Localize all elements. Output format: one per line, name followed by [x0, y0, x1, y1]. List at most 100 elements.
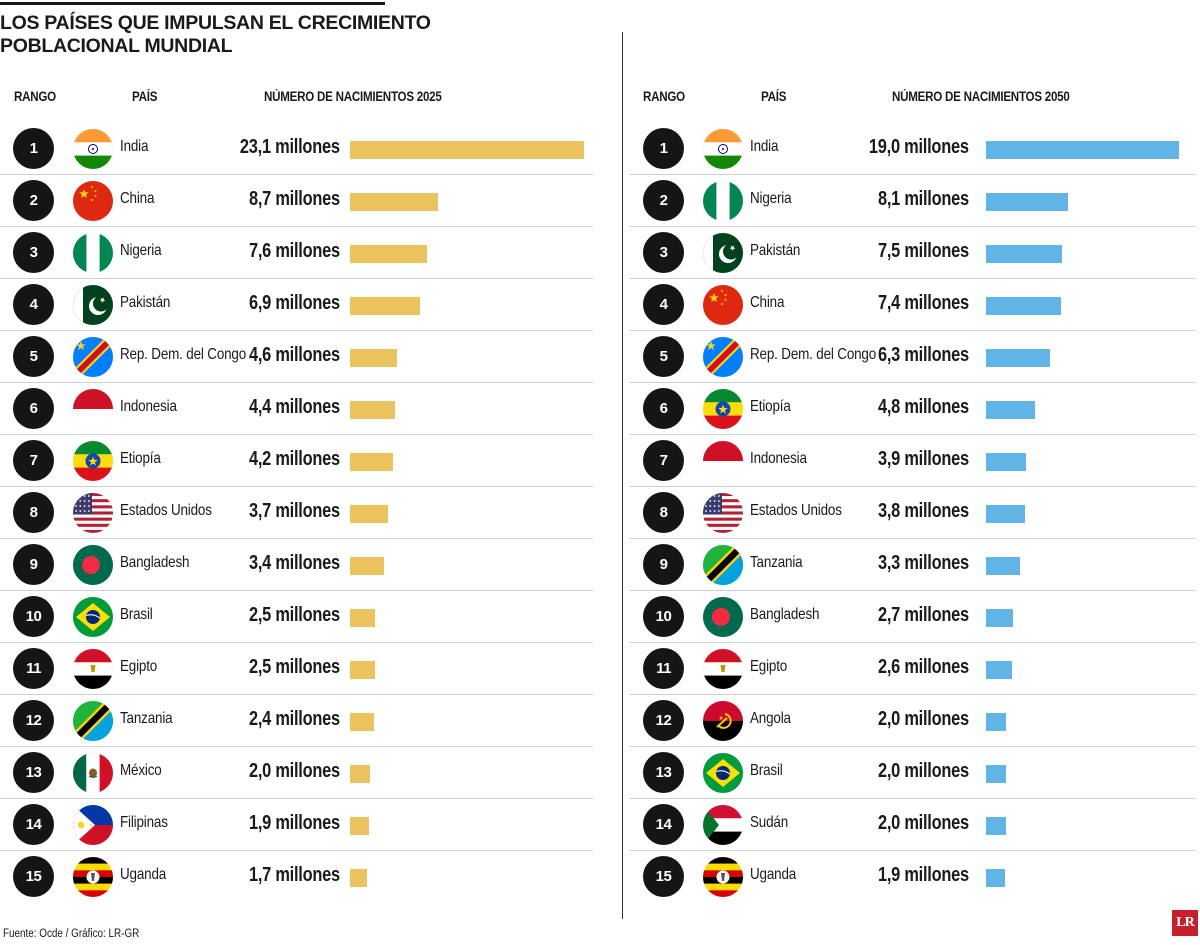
rank-badge: 11: [643, 648, 684, 689]
country-name: Brasil: [750, 762, 783, 779]
bar: [350, 765, 371, 783]
rank-badge: 11: [13, 648, 54, 689]
bar: [350, 869, 368, 887]
value-cell: 2,0 millones: [789, 695, 969, 747]
rank-badge: 15: [13, 856, 54, 897]
country-name: Etiopía: [120, 450, 161, 467]
bar: [986, 505, 1025, 523]
row-separator: [630, 434, 1196, 435]
value-cell: 3,4 millones: [160, 539, 340, 591]
indonesia-flag-icon: [73, 389, 113, 429]
value-cell: 23,1 millones: [160, 123, 340, 175]
bar: [350, 453, 393, 471]
table-row: 6 Etiopía 4,8 millones: [630, 383, 1196, 435]
row-separator: [630, 798, 1196, 799]
bar: [986, 609, 1014, 627]
chart-title-line-1: LOS PAÍSES QUE IMPULSAN EL CRECIMIENTO: [0, 12, 431, 34]
value-label: 2,7 millones: [878, 604, 969, 626]
value-label: 19,0 millones: [869, 136, 969, 158]
country-name: Sudán: [750, 814, 789, 831]
bar: [986, 297, 1062, 315]
bar: [986, 661, 1013, 679]
panel-divider: [622, 32, 623, 919]
table-row: 1 India 19,0 millones: [630, 123, 1196, 175]
bar: [350, 505, 388, 523]
bar: [986, 453, 1026, 471]
brazil-flag-icon: [73, 597, 113, 637]
indonesia-flag-icon: [703, 441, 743, 481]
bar: [350, 141, 584, 159]
rank-badge: 10: [643, 596, 684, 637]
row-separator: [0, 486, 593, 487]
country-name: Estados Unidos: [120, 502, 212, 519]
value-cell: 7,5 millones: [789, 227, 969, 279]
bar: [350, 245, 427, 263]
country-name: India: [120, 138, 149, 155]
value-cell: 3,8 millones: [789, 487, 969, 539]
row-separator: [0, 694, 593, 695]
country-name: Uganda: [120, 866, 167, 883]
row-separator: [0, 798, 593, 799]
bar: [350, 401, 395, 419]
country-name: Brasil: [120, 606, 153, 623]
value-cell: 2,0 millones: [789, 799, 969, 851]
header-births: NÚMERO DE NACIMIENTOS 2025: [264, 89, 442, 104]
table-row: 4 China 7,4 millones: [630, 279, 1196, 331]
value-label: 4,6 millones: [249, 344, 340, 366]
table-row: 8 Estados Unidos 3,8 millones: [630, 487, 1196, 539]
rank-badge: 9: [13, 544, 54, 585]
table-row: 9 Tanzania 3,3 millones: [630, 539, 1196, 591]
table-row: 8 Estados Unidos 3,7 millones: [0, 487, 593, 539]
bar: [986, 193, 1069, 211]
bar: [350, 713, 375, 731]
value-label: 3,9 millones: [878, 448, 969, 470]
row-separator: [630, 590, 1196, 591]
sudan-flag-icon: [703, 805, 743, 845]
table-row: 14 Sudán 2,0 millones: [630, 799, 1196, 851]
row-separator: [0, 746, 593, 747]
country-name: Bangladesh: [120, 554, 190, 571]
india-flag-icon: [73, 129, 113, 169]
table-row: 1 India 23,1 millones: [0, 123, 593, 175]
table-row: 10 Bangladesh 2,7 millones: [630, 591, 1196, 643]
country-name: Uganda: [750, 866, 797, 883]
row-separator: [630, 746, 1196, 747]
value-cell: 3,3 millones: [789, 539, 969, 591]
value-label: 1,9 millones: [249, 812, 340, 834]
value-label: 2,0 millones: [878, 708, 969, 730]
row-separator: [630, 850, 1196, 851]
rank-badge: 13: [13, 752, 54, 793]
table-row: 10 Brasil 2,5 millones: [0, 591, 593, 643]
country-name: Angola: [750, 710, 791, 727]
value-label: 2,5 millones: [249, 656, 340, 678]
country-name: Indonesia: [750, 450, 807, 467]
value-label: 7,5 millones: [878, 240, 969, 262]
rank-badge: 15: [643, 856, 684, 897]
rank-badge: 10: [13, 596, 54, 637]
bar: [986, 141, 1179, 159]
country-name: Pakistán: [120, 294, 171, 311]
value-label: 3,3 millones: [878, 552, 969, 574]
bar: [350, 297, 420, 315]
rank-badge: 4: [13, 284, 54, 325]
value-cell: 7,4 millones: [789, 279, 969, 331]
country-name: Nigeria: [120, 242, 162, 259]
drc-flag-icon: [703, 337, 743, 377]
bar: [350, 193, 439, 211]
table-row: 13 Brasil 2,0 millones: [630, 747, 1196, 799]
value-label: 8,7 millones: [249, 188, 340, 210]
nigeria-flag-icon: [73, 233, 113, 273]
bar: [986, 401, 1035, 419]
value-label: 1,7 millones: [249, 864, 340, 886]
table-row: 11 Egipto 2,5 millones: [0, 643, 593, 695]
rank-badge: 4: [643, 284, 684, 325]
table-row: 12 Tanzania 2,4 millones: [0, 695, 593, 747]
row-separator: [0, 434, 593, 435]
bar: [986, 713, 1007, 731]
row-separator: [0, 382, 593, 383]
value-cell: 7,6 millones: [160, 227, 340, 279]
header-rank: RANGO: [643, 89, 685, 104]
bar: [986, 869, 1006, 887]
rank-badge: 7: [643, 440, 684, 481]
rank-badge: 8: [13, 492, 54, 533]
